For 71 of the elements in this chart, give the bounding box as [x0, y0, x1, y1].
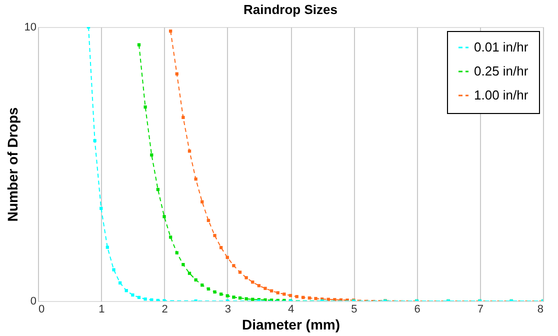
- point: [112, 268, 116, 272]
- point: [238, 296, 242, 300]
- point: [194, 278, 198, 282]
- x-tick-label: 4: [288, 304, 294, 316]
- line-series: [86, 27, 543, 301]
- point: [219, 292, 223, 296]
- point: [308, 296, 312, 300]
- x-tick-label: 7: [477, 304, 484, 316]
- point: [124, 289, 128, 292]
- legend-label: 0.01 in/hr: [474, 40, 529, 54]
- point: [264, 286, 267, 290]
- point: [302, 296, 305, 300]
- point: [188, 150, 192, 153]
- point: [288, 294, 292, 298]
- point: [244, 297, 248, 300]
- point: [144, 105, 147, 109]
- point: [295, 295, 298, 298]
- point: [150, 153, 154, 157]
- x-tick-label: 1: [98, 304, 105, 316]
- point: [182, 116, 185, 119]
- point: [232, 296, 236, 299]
- point: [200, 284, 204, 287]
- legend-label: 0.25 in/hr: [474, 64, 529, 78]
- point: [175, 72, 178, 76]
- point: [118, 281, 122, 284]
- chart-title: Raindrop Sizes: [244, 2, 338, 17]
- point: [219, 246, 223, 250]
- point: [144, 298, 147, 301]
- point: [168, 30, 172, 33]
- y-tick-label: 10: [24, 22, 36, 34]
- point: [257, 284, 261, 288]
- x-tick-label: 8: [537, 304, 544, 316]
- point: [131, 293, 134, 297]
- x-axis-title: Diameter (mm): [242, 316, 340, 332]
- y-axis-title: Number of Drops: [4, 107, 20, 222]
- point: [282, 292, 286, 296]
- point: [162, 215, 166, 218]
- point: [333, 298, 336, 301]
- point: [213, 290, 216, 294]
- point: [206, 218, 210, 222]
- point: [213, 234, 216, 238]
- point: [251, 280, 254, 284]
- point: [100, 206, 103, 210]
- x-tick-label: 3: [224, 304, 231, 316]
- point: [200, 200, 204, 204]
- point: [106, 246, 110, 249]
- point: [175, 251, 178, 254]
- point: [226, 256, 229, 260]
- point: [137, 43, 141, 46]
- point: [232, 264, 236, 268]
- point: [226, 294, 229, 298]
- point: [244, 276, 248, 280]
- point: [238, 270, 242, 274]
- x-tick-label: 2: [162, 304, 168, 316]
- x-tick-label: 6: [414, 304, 420, 316]
- point: [137, 296, 141, 300]
- point: [188, 272, 192, 275]
- point: [182, 262, 185, 266]
- x-tick-label: 5: [351, 304, 358, 316]
- point: [270, 289, 274, 292]
- point: [93, 139, 96, 142]
- point: [168, 236, 172, 239]
- point: [194, 177, 198, 181]
- point: [251, 298, 254, 301]
- point: [156, 188, 160, 192]
- legend-label: 1.00 in/hr: [474, 88, 529, 102]
- point: [206, 287, 210, 291]
- point: [314, 296, 318, 300]
- x-tick-label: 0: [38, 304, 45, 316]
- point: [276, 291, 280, 294]
- point: [264, 298, 267, 301]
